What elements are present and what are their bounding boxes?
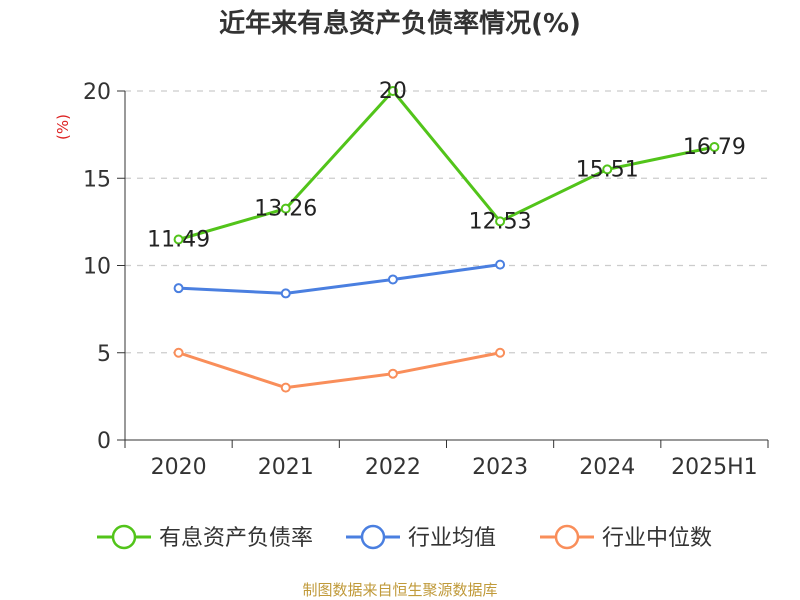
data-point[interactable] <box>173 283 184 294</box>
data-label: 13.26 <box>254 197 317 222</box>
legend-label: 行业均值 <box>408 526 496 551</box>
x-tick-label: 2021 <box>258 455 314 480</box>
legend-marker <box>554 524 580 550</box>
data-point[interactable] <box>495 259 506 270</box>
data-point[interactable] <box>495 216 506 227</box>
series-2 <box>173 347 506 393</box>
data-point[interactable] <box>387 368 398 379</box>
data-point[interactable] <box>280 288 291 299</box>
series-layer: 11.49 13.26 20 12.53 15.51 16.79 <box>147 79 746 393</box>
data-label: 12.53 <box>469 209 532 234</box>
y-axis-label: (%) <box>54 114 72 140</box>
legend-label: 有息资产负债率 <box>159 526 313 551</box>
legend[interactable]: 有息资产负债率 行业均值 行业中位数 <box>97 524 712 551</box>
series-line <box>178 89 715 241</box>
y-tick-label: 0 <box>97 429 111 454</box>
data-point[interactable] <box>495 347 506 358</box>
chart-title: 近年来有息资产负债率情况(%) <box>219 8 581 39</box>
y-tick-label: 20 <box>83 80 111 105</box>
y-tick-label: 5 <box>97 342 111 367</box>
x-tick-label: 2023 <box>472 455 528 480</box>
legend-item-0[interactable]: 有息资产负债率 <box>97 524 313 551</box>
data-point[interactable] <box>387 274 398 285</box>
data-point[interactable] <box>709 142 720 153</box>
legend-item-1[interactable]: 行业均值 <box>346 524 496 551</box>
y-tick-label: 15 <box>83 167 111 192</box>
series-line <box>178 263 501 295</box>
x-tick-label: 2020 <box>151 455 207 480</box>
data-point[interactable] <box>280 203 291 214</box>
legend-item-2[interactable]: 行业中位数 <box>540 524 712 551</box>
data-label: 16.79 <box>683 135 746 160</box>
data-point[interactable] <box>387 86 398 96</box>
data-label: 11.49 <box>147 227 210 252</box>
y-tick-label: 10 <box>83 255 111 280</box>
series-0: 11.49 13.26 20 12.53 15.51 16.79 <box>147 79 746 252</box>
grid-lines <box>125 90 768 354</box>
x-tick-label: 2022 <box>365 455 421 480</box>
data-point[interactable] <box>173 234 184 245</box>
series-1 <box>173 259 506 299</box>
legend-marker <box>111 524 137 550</box>
x-tick-label: 2024 <box>579 455 635 480</box>
legend-marker <box>360 524 386 550</box>
data-label: 15.51 <box>576 157 639 182</box>
series-line <box>178 351 501 390</box>
data-point[interactable] <box>280 382 291 393</box>
data-label: 20 <box>379 79 407 104</box>
data-point[interactable] <box>602 164 613 175</box>
data-point[interactable] <box>173 347 184 358</box>
x-tick-label: 2025H1 <box>671 455 758 480</box>
legend-label: 行业中位数 <box>602 526 712 551</box>
source-note: 制图数据来自恒生聚源数据库 <box>302 581 497 599</box>
